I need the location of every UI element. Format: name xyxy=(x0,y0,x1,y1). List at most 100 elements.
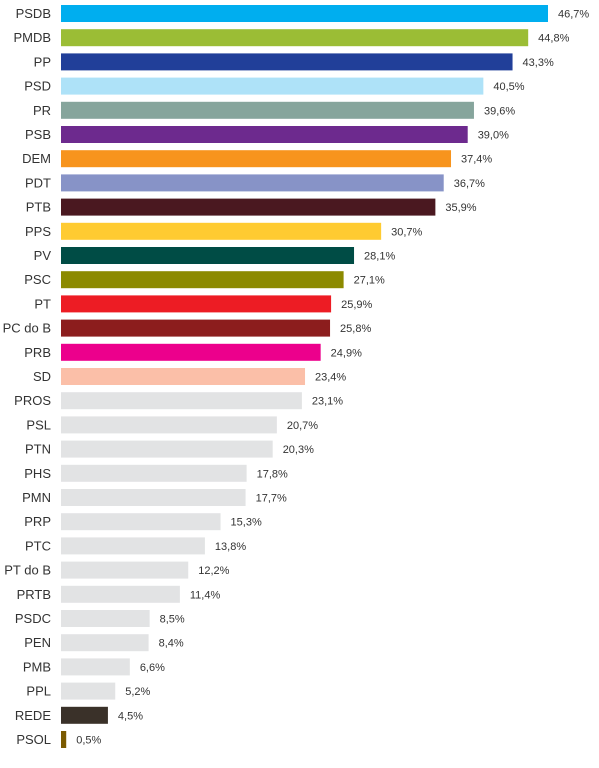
bar-row: PRTB 11,4% xyxy=(17,585,220,603)
category-label: PRTB xyxy=(17,587,51,602)
bar xyxy=(61,706,108,724)
value-label: 20,3% xyxy=(283,444,314,456)
bar xyxy=(61,29,529,47)
value-label: 20,7% xyxy=(287,420,318,432)
value-label: 0,5% xyxy=(76,735,101,747)
value-label: 25,9% xyxy=(341,299,372,311)
bar-row: PC do B 25,8% xyxy=(3,319,371,337)
value-label: 13,8% xyxy=(215,541,246,553)
bar xyxy=(61,247,355,264)
category-label: DEM xyxy=(22,151,51,166)
bar xyxy=(61,634,149,652)
category-label: PSC xyxy=(24,272,51,287)
bar-row: PTC 13,8% xyxy=(25,537,246,555)
category-label: SD xyxy=(33,369,51,384)
category-label: PSD xyxy=(24,79,51,94)
bar xyxy=(61,150,452,168)
bar xyxy=(61,610,150,627)
bar xyxy=(61,392,302,410)
category-label: PRP xyxy=(24,514,51,529)
bar-row: PTB 35,9% xyxy=(26,198,477,216)
bar-row: SD 23,4% xyxy=(33,368,346,385)
bar-row: PMB 6,6% xyxy=(23,658,165,676)
bar xyxy=(61,513,221,531)
value-label: 23,1% xyxy=(312,396,343,408)
value-label: 30,7% xyxy=(391,226,422,238)
bar xyxy=(61,440,273,458)
bar-row: PTN 20,3% xyxy=(25,440,314,458)
value-label: 44,8% xyxy=(538,33,569,45)
category-label: PTB xyxy=(26,200,51,215)
category-label: PSDC xyxy=(15,611,51,626)
category-label: PSDB xyxy=(16,6,51,21)
category-label: PDT xyxy=(25,175,51,190)
value-label: 36,7% xyxy=(454,178,485,190)
value-label: 25,8% xyxy=(340,323,371,335)
bar xyxy=(61,295,332,313)
category-label: PHS xyxy=(24,466,51,481)
bar-row: PMDB 44,8% xyxy=(13,29,570,47)
bar xyxy=(61,271,344,289)
bar-row: PPL 5,2% xyxy=(26,682,151,700)
bar-row: PPS 30,7% xyxy=(25,222,423,240)
bar xyxy=(61,77,484,95)
bar-row: PSB 39,0% xyxy=(25,126,509,143)
category-label: REDE xyxy=(15,708,51,723)
bar-row: PMN 17,7% xyxy=(22,489,287,506)
category-label: PPS xyxy=(25,224,51,239)
bar-row: PT do B 12,2% xyxy=(4,561,230,579)
bar-row: PEN 8,4% xyxy=(24,634,184,652)
category-label: PMB xyxy=(23,659,51,674)
value-label: 43,3% xyxy=(523,57,554,69)
bar xyxy=(61,658,130,676)
value-label: 6,6% xyxy=(140,662,165,674)
category-label: PT xyxy=(34,296,51,311)
bar xyxy=(61,319,331,337)
bar xyxy=(61,416,277,434)
category-label: PMN xyxy=(22,490,51,505)
category-label: PSOL xyxy=(16,732,51,747)
value-label: 4,5% xyxy=(118,710,143,722)
value-label: 37,4% xyxy=(461,154,492,166)
bar-row: REDE 4,5% xyxy=(15,706,143,724)
bar xyxy=(61,53,513,71)
value-label: 39,6% xyxy=(484,105,515,117)
bar xyxy=(61,222,382,240)
bar xyxy=(61,731,67,748)
category-label: PR xyxy=(33,103,51,118)
value-label: 40,5% xyxy=(493,81,524,93)
value-label: 5,2% xyxy=(125,686,150,698)
bar-row: PP 43,3% xyxy=(34,53,554,71)
value-label: 12,2% xyxy=(198,565,229,577)
value-label: 39,0% xyxy=(478,130,509,142)
bar xyxy=(61,585,180,603)
category-label: PEN xyxy=(24,635,51,650)
bar xyxy=(61,343,321,361)
bar-row: PSDB 46,7% xyxy=(16,5,589,22)
value-label: 17,8% xyxy=(257,468,288,480)
category-label: PP xyxy=(34,54,51,69)
value-label: 24,9% xyxy=(331,347,362,359)
bar-row: PSDC 8,5% xyxy=(15,610,185,627)
bar xyxy=(61,5,548,22)
category-label: PT do B xyxy=(4,563,51,578)
category-label: PMDB xyxy=(13,30,51,45)
bar xyxy=(61,561,189,579)
category-label: PROS xyxy=(14,393,51,408)
bar-row: DEM 37,4% xyxy=(22,150,492,168)
bar xyxy=(61,126,468,143)
bar xyxy=(61,368,306,385)
bar xyxy=(61,464,247,482)
category-label: PSB xyxy=(25,127,51,142)
value-label: 35,9% xyxy=(445,202,476,214)
bar xyxy=(61,489,246,506)
bar-row: PR 39,6% xyxy=(33,101,515,119)
value-label: 17,7% xyxy=(256,493,287,505)
category-label: PTN xyxy=(25,442,51,457)
value-label: 8,4% xyxy=(159,638,184,650)
bar-row: PV 28,1% xyxy=(34,247,395,264)
bar xyxy=(61,198,436,216)
value-label: 23,4% xyxy=(315,372,346,384)
bar-row: PSL 20,7% xyxy=(26,416,318,434)
